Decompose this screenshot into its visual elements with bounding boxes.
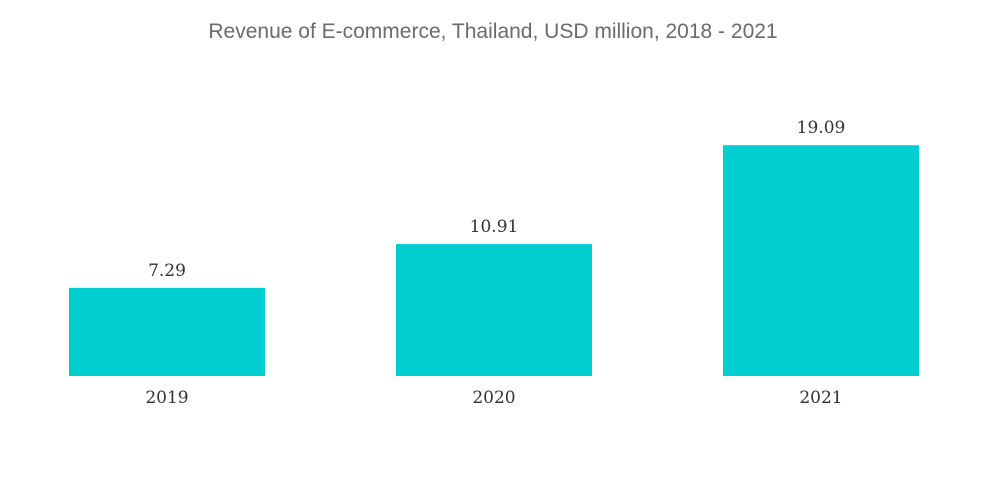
- value-labels-layer: 7.29 10.91 19.09: [148, 118, 845, 281]
- chart-title: Revenue of E-commerce, Thailand, USD mil…: [208, 20, 777, 43]
- x-tick-labels: 2019 2020 2021: [145, 388, 842, 408]
- data-label-2019: 7.29: [148, 261, 186, 281]
- x-tick-label-2019: 2019: [145, 388, 188, 408]
- x-tick-label-2020: 2020: [472, 388, 515, 408]
- bar-2021: [723, 145, 919, 376]
- x-tick-label-2021: 2021: [799, 388, 842, 408]
- data-label-2020: 10.91: [470, 217, 519, 237]
- bar-2020: [396, 244, 592, 376]
- bars-layer: [69, 145, 919, 376]
- bar-2019: [69, 287, 265, 376]
- data-label-2021: 19.09: [797, 118, 846, 138]
